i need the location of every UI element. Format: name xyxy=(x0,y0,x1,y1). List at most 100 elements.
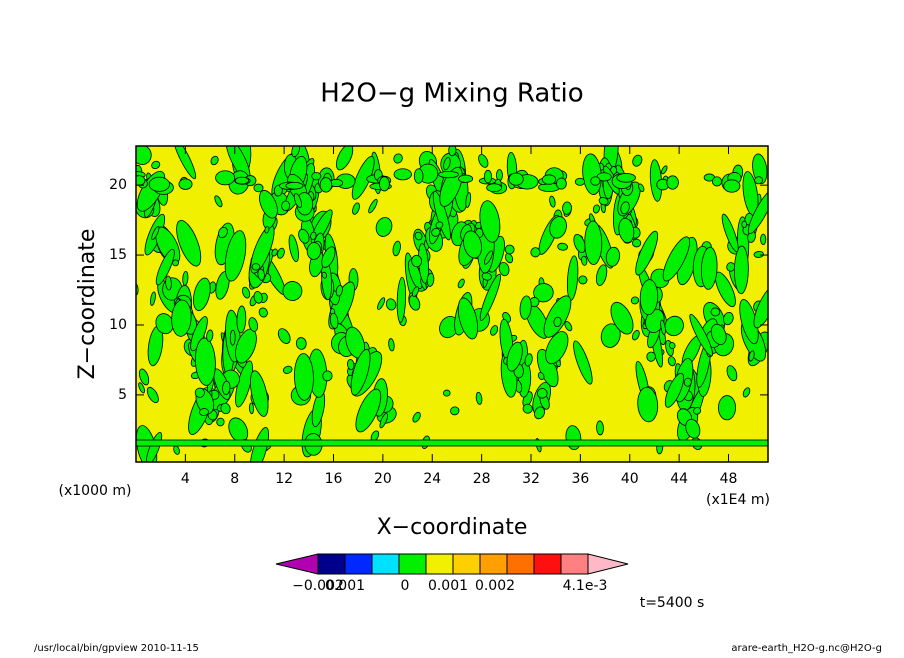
x-tick-label: 16 xyxy=(325,471,343,487)
contour-region xyxy=(605,246,621,267)
contour-region xyxy=(664,315,684,337)
contour-region xyxy=(408,294,421,311)
contour-region xyxy=(631,238,642,248)
contour-region xyxy=(321,246,336,268)
contour-region xyxy=(475,391,483,405)
contour-region xyxy=(610,301,634,335)
x-tick-label: 40 xyxy=(621,471,639,487)
contour-region xyxy=(573,233,586,254)
contour-region xyxy=(457,297,479,340)
contour-region xyxy=(549,216,567,239)
contour-region xyxy=(742,387,751,398)
contour-region xyxy=(393,153,403,164)
colorbar-box xyxy=(560,553,589,575)
contour-region xyxy=(685,418,701,439)
contour-region xyxy=(438,170,459,179)
contour-region xyxy=(616,172,636,183)
contour-region xyxy=(465,192,472,208)
contour-region xyxy=(264,226,270,234)
contour-region xyxy=(214,195,223,208)
contour-region xyxy=(710,307,721,317)
contour-region xyxy=(498,262,510,277)
contour-region xyxy=(216,417,225,427)
contour-region xyxy=(138,382,145,394)
contour-region xyxy=(562,201,572,215)
colorbar-label: 0.001 xyxy=(325,578,365,594)
contour-region xyxy=(258,307,268,318)
contour-region xyxy=(714,271,736,308)
contour-region xyxy=(549,195,556,208)
contour-region xyxy=(248,317,259,332)
contour-region xyxy=(435,221,444,229)
contour-region xyxy=(138,368,150,386)
contour-region xyxy=(172,259,179,267)
colorbar-box xyxy=(425,553,454,575)
contour-region xyxy=(689,313,713,357)
contour-region xyxy=(377,297,386,310)
contour-region xyxy=(310,231,317,241)
contour-region xyxy=(752,153,768,185)
contour-region xyxy=(224,230,247,282)
contour-region xyxy=(508,172,524,186)
contour-region xyxy=(632,154,643,167)
contour-region xyxy=(596,420,604,436)
contour-region xyxy=(273,184,283,197)
colorbar-box xyxy=(533,553,562,575)
colorbar-label: 0 xyxy=(401,578,410,594)
contour-region xyxy=(176,219,202,267)
contour-region xyxy=(282,365,293,374)
contour-region xyxy=(662,236,691,282)
contour-region xyxy=(635,230,659,276)
y-axis-label: Z−coordinate xyxy=(75,229,100,380)
colorbar-box xyxy=(317,553,346,575)
contour-region xyxy=(411,286,420,297)
contour-region xyxy=(259,190,278,219)
contour-region xyxy=(335,284,343,297)
contour-region xyxy=(553,316,562,328)
contour-region xyxy=(146,386,159,404)
contour-region xyxy=(413,168,424,184)
footer-right: arare-earth_H2O-g.nc@H2O-g xyxy=(731,643,882,654)
contour-region xyxy=(388,338,395,352)
contour-region xyxy=(439,166,463,207)
colorbar-end xyxy=(275,553,319,575)
contour-region xyxy=(411,254,422,268)
contour-region xyxy=(700,246,718,290)
contour-region xyxy=(355,388,382,433)
contour-region xyxy=(556,177,567,190)
colorbar-label: 0.001 xyxy=(428,578,468,594)
y-tick-label: 5 xyxy=(118,387,127,403)
contour-region xyxy=(199,408,209,416)
contour-region xyxy=(637,386,659,423)
contour-region xyxy=(541,174,557,185)
contour-region xyxy=(350,348,371,396)
contour-region xyxy=(748,350,755,362)
contour-region xyxy=(506,341,523,372)
contour-region xyxy=(277,328,291,344)
contour-region xyxy=(717,395,737,421)
contour-region xyxy=(683,377,692,387)
contour-region xyxy=(486,183,502,193)
contour-region xyxy=(368,198,378,214)
contour-region xyxy=(584,220,603,265)
contour-region xyxy=(432,190,451,241)
contour-region xyxy=(710,323,727,345)
colorbar-box xyxy=(371,553,400,575)
contour-region xyxy=(412,411,421,423)
contour-region xyxy=(581,255,588,266)
contour-region xyxy=(598,197,609,206)
contour-region xyxy=(392,240,401,257)
chart-title: H2O−g Mixing Ratio xyxy=(320,79,583,109)
colorbar-box xyxy=(479,553,508,575)
x-tick-label: 8 xyxy=(230,471,239,487)
contour-region xyxy=(253,183,264,193)
contour-region xyxy=(458,174,474,183)
contour-region xyxy=(379,176,390,192)
y-tick-label: 15 xyxy=(109,247,127,263)
contour-region xyxy=(726,365,738,382)
colorbar-box xyxy=(344,553,373,575)
contour-region xyxy=(151,160,161,170)
contour-region xyxy=(173,146,197,180)
contour-region xyxy=(250,370,269,417)
